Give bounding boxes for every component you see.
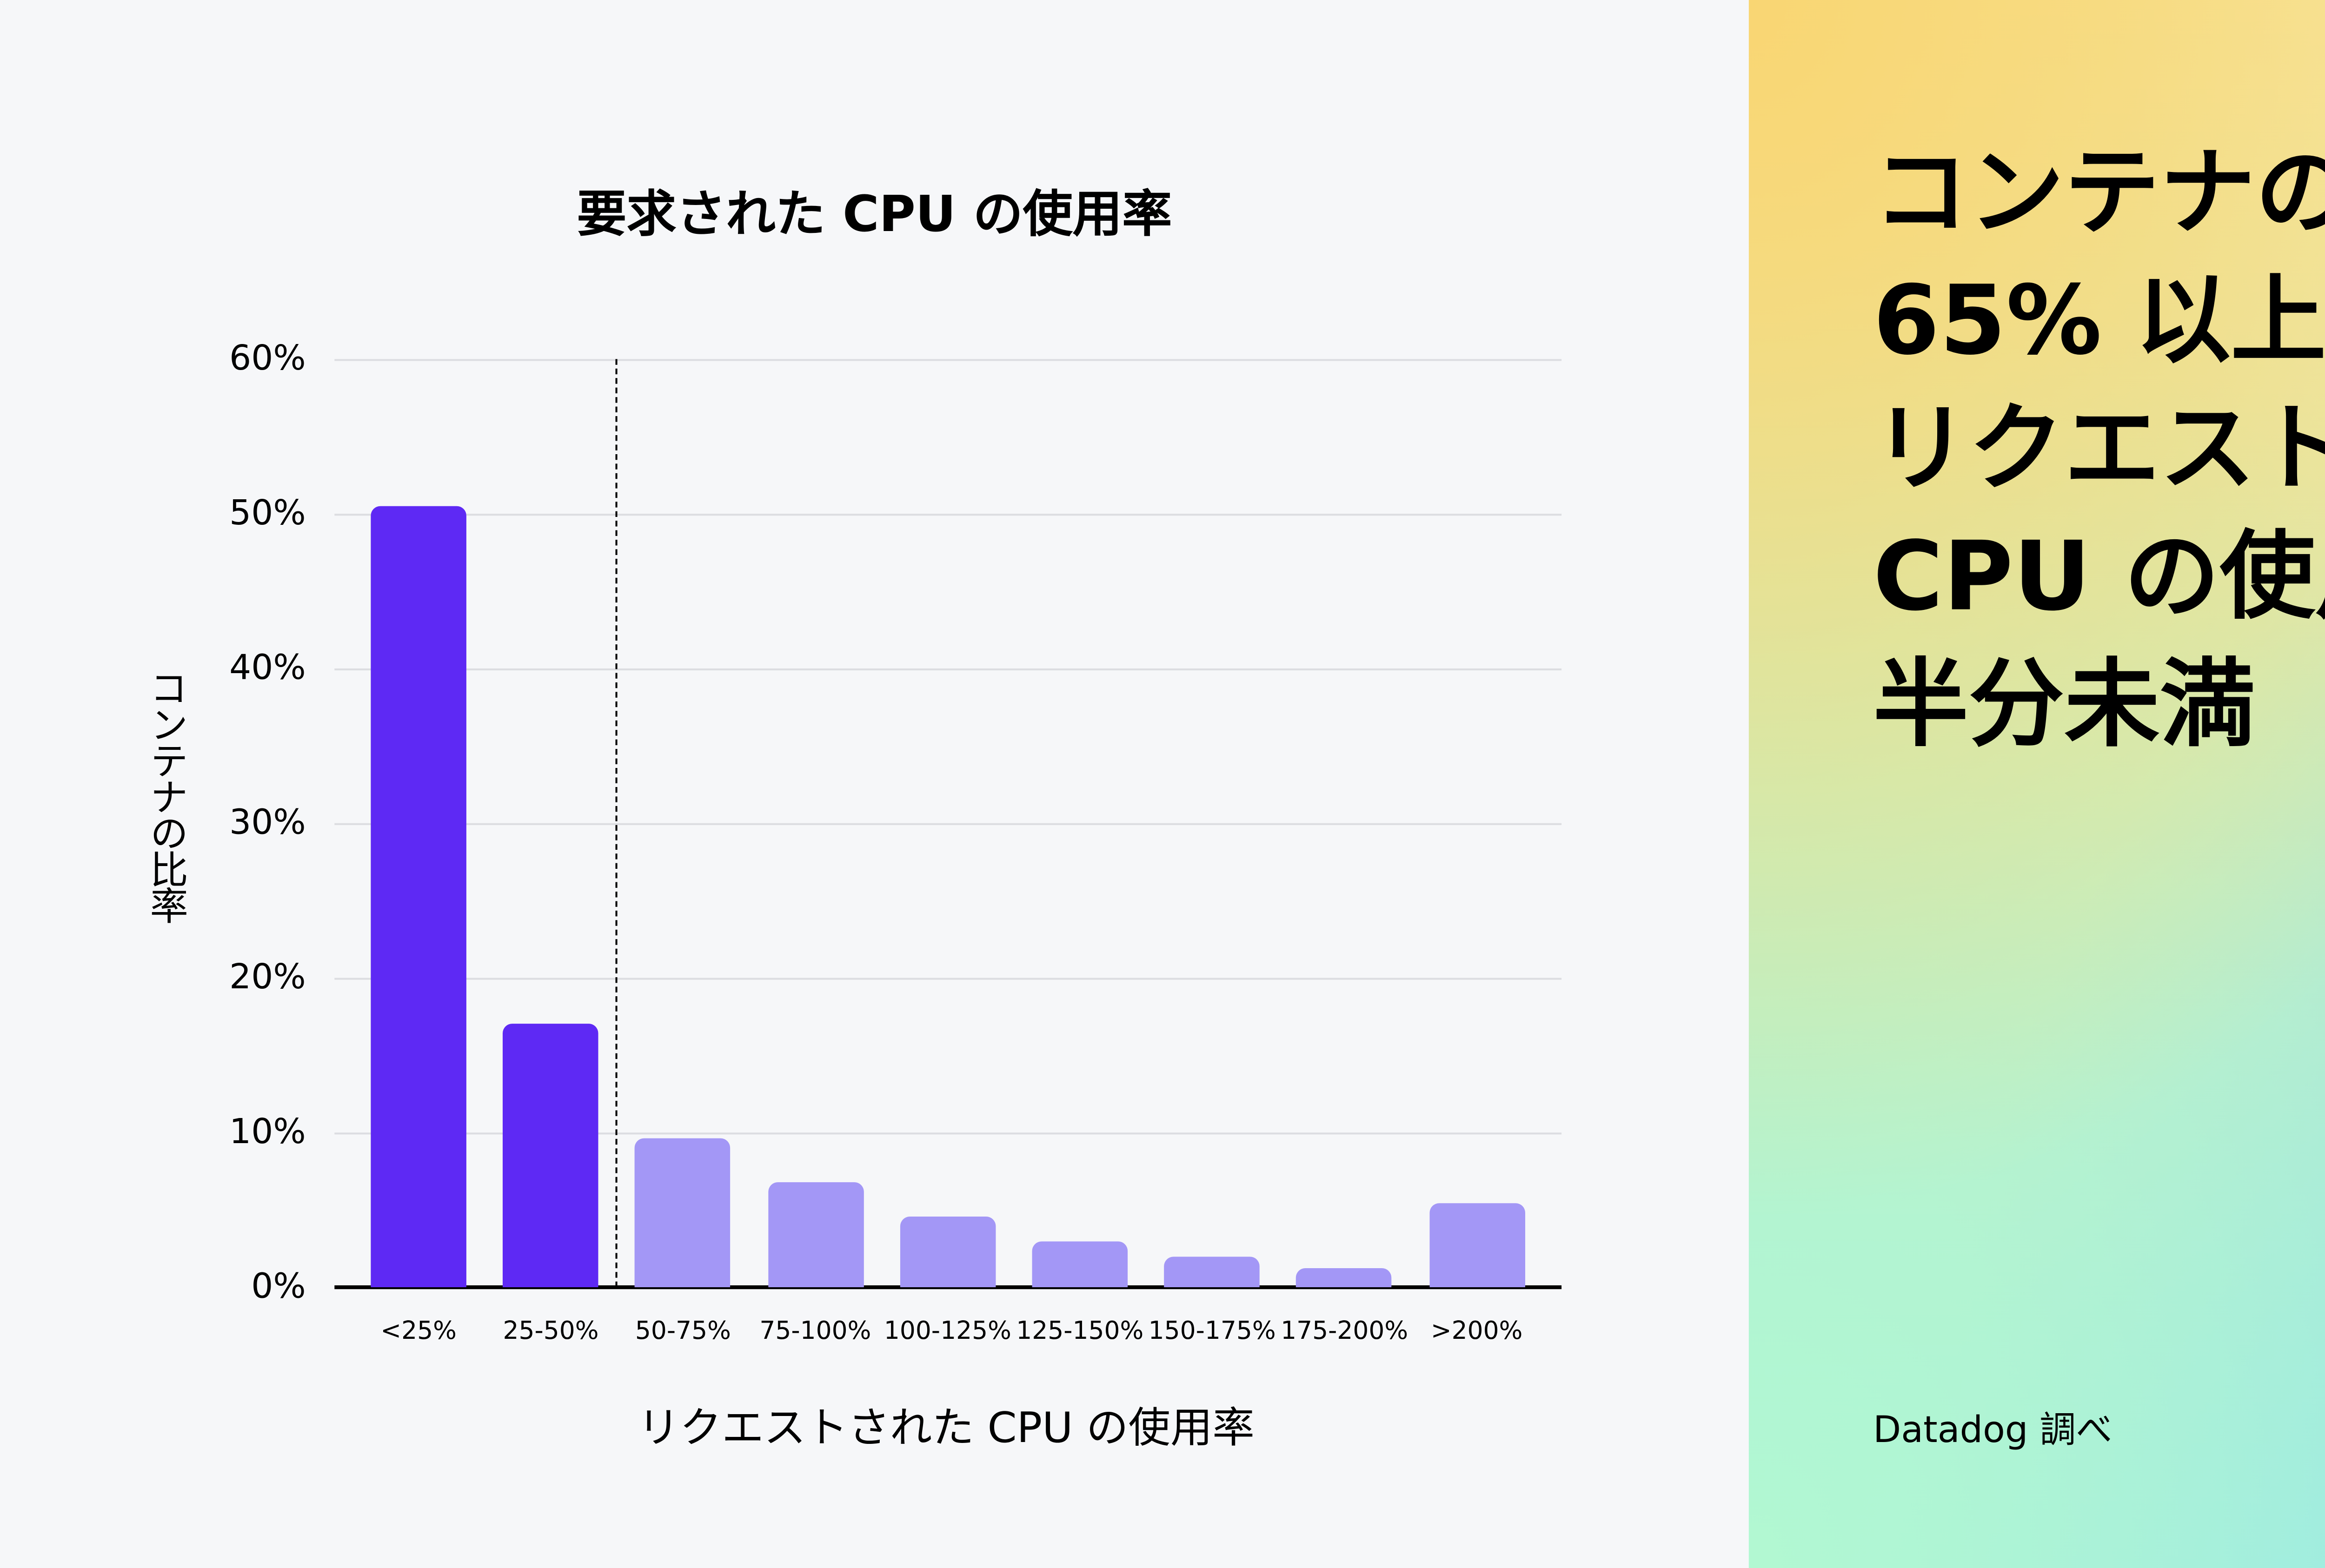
x-tick-label: >200% bbox=[1430, 1317, 1523, 1347]
chart-title: 要求された CPU の使用率 bbox=[577, 187, 1172, 245]
chart-panel: 要求された CPU の使用率 0% 10% 20% 30% 40% 50% 60% <25%… bbox=[143, 187, 1562, 1454]
y-tick-label: 30% bbox=[229, 803, 306, 843]
x-tick-label: 175-200% bbox=[1281, 1317, 1408, 1347]
gridline bbox=[334, 668, 1562, 671]
bar bbox=[1164, 1256, 1260, 1287]
bar bbox=[1428, 1204, 1525, 1287]
headline-panel bbox=[1748, 0, 2325, 1568]
gridline bbox=[334, 514, 1562, 516]
y-tick-label: 40% bbox=[229, 648, 306, 689]
y-tick-label: 10% bbox=[229, 1112, 306, 1153]
y-tick-label: 60% bbox=[229, 339, 306, 379]
gridline bbox=[334, 359, 1562, 361]
bar bbox=[371, 506, 466, 1287]
x-tick-label: 125-150% bbox=[1016, 1317, 1144, 1347]
gridline bbox=[334, 1132, 1562, 1135]
bar bbox=[767, 1182, 864, 1287]
y-tick-label: 50% bbox=[229, 494, 306, 534]
bar bbox=[1296, 1269, 1392, 1287]
threshold-dashed-line bbox=[615, 359, 618, 1288]
bar bbox=[635, 1138, 731, 1287]
bar bbox=[503, 1024, 599, 1287]
x-tick-label: 75-100% bbox=[759, 1317, 871, 1347]
gridline bbox=[334, 823, 1562, 825]
x-tick-label: 50-75% bbox=[635, 1317, 731, 1347]
source-note: Datadog 調べ bbox=[1873, 1409, 2112, 1452]
x-axis-label: リクエストされた CPU の使用率 bbox=[638, 1405, 1255, 1454]
y-axis-label: コンテナの比率 bbox=[143, 668, 189, 923]
gridline bbox=[334, 978, 1562, 980]
x-tick-label: 150-175% bbox=[1148, 1317, 1276, 1347]
x-axis-line bbox=[334, 1285, 1562, 1290]
x-tick-label: <25% bbox=[380, 1317, 457, 1347]
y-tick-label: 0% bbox=[251, 1267, 306, 1308]
x-tick-label: 25-50% bbox=[503, 1317, 599, 1347]
bar bbox=[900, 1216, 996, 1287]
y-tick-label: 20% bbox=[229, 958, 306, 998]
headline: コンテナの 65% 以上で、 リクエストされた CPU の使用率は 半分未満 bbox=[1873, 137, 2325, 761]
bar bbox=[1032, 1241, 1128, 1287]
x-tick-label: 100-125% bbox=[884, 1317, 1011, 1347]
